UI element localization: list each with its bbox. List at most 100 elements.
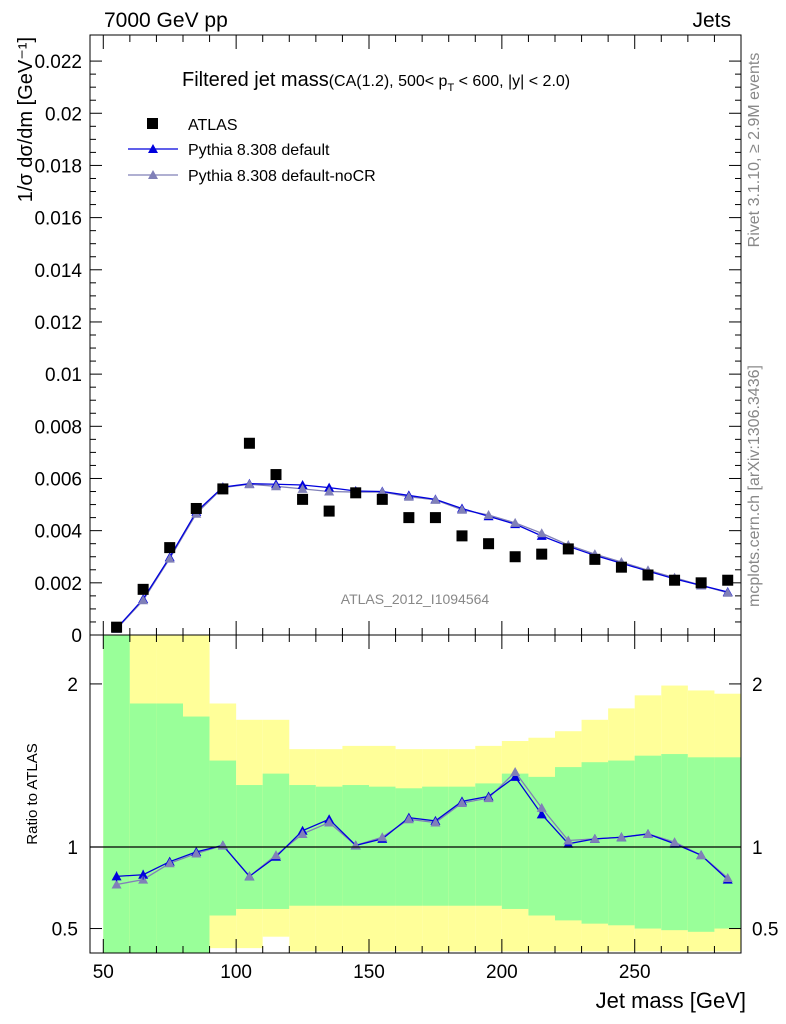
main-line-pythia-nocr <box>116 483 728 630</box>
ratio-y-tick-label-right: 0.5 <box>752 920 778 941</box>
main-marker-pythia-nocr <box>244 479 255 489</box>
main-marker-atlas <box>350 487 362 499</box>
ratio-marker-pythia-nocr <box>643 828 653 838</box>
ratio-band-inner <box>289 785 316 906</box>
ratio-uncertainty-bands <box>103 635 741 953</box>
ratio-band-inner <box>608 760 635 926</box>
main-marker-pythia-nocr <box>403 491 414 501</box>
main-y-tick-label: 0.016 <box>34 209 82 230</box>
x-tick-label: 250 <box>619 962 651 983</box>
ratio-band-inner <box>156 703 183 953</box>
title-cuts-sub: T <box>447 82 454 94</box>
main-y-tick-label: 0 <box>71 626 82 647</box>
main-marker-pythia-nocr <box>457 504 467 514</box>
main-y-tick-label: 0.018 <box>34 156 82 177</box>
x-axis-label: Jet mass [GeV] <box>596 988 746 1013</box>
main-marker-atlas <box>164 542 176 554</box>
main-marker-atlas <box>111 621 123 633</box>
ratio-band-gap <box>262 936 290 953</box>
main-marker-atlas <box>722 574 734 586</box>
ratio-marker-pythia-nocr <box>324 817 335 827</box>
main-y-tick-label: 0.012 <box>34 313 82 334</box>
ratio-band-inner <box>315 786 343 906</box>
main-marker-atlas <box>190 502 202 514</box>
legend-marker-pythia-nocr <box>148 170 158 179</box>
x-tick-label: 100 <box>220 962 252 983</box>
process-label: Jets <box>692 9 731 32</box>
main-marker-atlas <box>642 569 654 581</box>
ratio-marker-pythia-nocr <box>669 837 680 847</box>
ratio-marker-pythia-nocr <box>536 802 547 812</box>
main-marker-atlas <box>536 548 548 560</box>
legend-label-pythia-nocr: Pythia 8.308 default-noCR <box>188 168 376 185</box>
main-marker-pythia-nocr <box>377 487 388 497</box>
main-marker-atlas <box>243 437 255 449</box>
main-marker-atlas <box>509 551 521 563</box>
main-y-tick-label: 0.004 <box>34 522 82 543</box>
main-panel: 0 0.002 0.004 0.006 0.008 0.01 0.012 0.014 0.016… <box>15 34 742 647</box>
main-y-tick-label: 0.002 <box>34 574 82 595</box>
ratio-band-inner <box>687 757 715 932</box>
ratio-marker-pythia-nocr <box>271 850 281 860</box>
title-cuts-2: < 600, |y| < 2.0) <box>454 73 570 90</box>
main-marker-pythia-nocr <box>483 510 494 519</box>
ratio-marker-pythia-nocr <box>111 879 122 889</box>
legend-marker-atlas <box>147 118 158 129</box>
x-tick-label: 150 <box>353 962 385 983</box>
ratio-marker-pythia-nocr <box>483 793 494 803</box>
main-y-tick-label: 0.006 <box>34 469 82 490</box>
main-y-tick-label: 0.01 <box>45 365 82 386</box>
ratio-y-tick-label: 0.5 <box>52 920 78 941</box>
main-marker-pythia-nocr <box>138 595 149 605</box>
main-marker-atlas <box>695 577 707 589</box>
ratio-marker-pythia-nocr <box>191 848 202 858</box>
main-marker-pythia-nocr <box>510 517 521 527</box>
title-main: Filtered jet mass <box>182 69 329 91</box>
ratio-y-axis-label: Ratio to ATLAS <box>24 743 41 844</box>
ratio-band-inner <box>369 786 396 906</box>
ratio-panel: 0.5 0.51 12 250 100 150 200 250 Ratio to ATLAS … <box>24 634 778 1013</box>
ratio-axes: 0.5 0.51 12 250 100 150 200 250 <box>52 635 778 983</box>
ratio-band-inner <box>475 783 502 906</box>
main-marker-atlas <box>323 505 335 517</box>
rivet-version-label: Rivet 3.1.10, ≥ 2.9M events <box>746 53 763 248</box>
x-tick-label: 50 <box>93 962 114 983</box>
main-marker-atlas <box>429 512 441 524</box>
legend-label-pythia-default: Pythia 8.308 default <box>188 142 330 159</box>
main-marker-pythia-nocr <box>324 486 335 496</box>
ratio-marker-pythia-nocr <box>244 871 255 881</box>
main-axes: 0 0.002 0.004 0.006 0.008 0.01 0.012 0.014 0.016… <box>34 35 742 647</box>
ratio-band-inner <box>581 762 609 924</box>
main-marker-pythia-nocr <box>722 587 733 597</box>
legend-label-atlas: ATLAS <box>188 117 238 134</box>
ratio-marker-pythia-nocr <box>589 833 600 843</box>
title-cuts-1: (CA(1.2), 500< p <box>329 73 448 90</box>
ratio-marker-pythia-nocr <box>457 797 467 807</box>
main-marker-pythia-nocr <box>430 494 441 504</box>
energy-label: 7000 GeV pp <box>104 9 228 32</box>
main-marker-pythia-nocr <box>297 483 308 493</box>
ratio-marker-pythia-nocr <box>403 814 414 824</box>
main-y-axis-label: 1/σ dσ/dm [GeV⁻¹] <box>15 37 37 202</box>
main-marker-pythia-nocr <box>536 528 547 538</box>
ratio-band-inner <box>422 786 449 906</box>
main-plot-title: Filtered jet mass(CA(1.2), 500< pT < 600… <box>182 69 570 94</box>
analysis-watermark: ATLAS_2012_I1094564 <box>341 591 490 607</box>
main-marker-atlas <box>217 483 229 495</box>
main-marker-atlas <box>456 530 468 542</box>
ratio-band-inner <box>528 776 555 916</box>
ratio-marker-pythia-nocr <box>377 832 388 842</box>
ratio-y-tick-label: 1 <box>67 838 78 859</box>
ratio-band-inner <box>262 773 290 909</box>
ratio-marker-pythia-nocr <box>164 858 175 868</box>
x-tick-label: 200 <box>486 962 518 983</box>
ratio-y-tick-label-right: 1 <box>752 838 763 859</box>
legend: ATLAS Pythia 8.308 default Pythia 8.308 … <box>128 117 376 185</box>
ratio-frame <box>89 634 742 954</box>
ratio-band-inner <box>103 635 130 953</box>
main-y-tick-label: 0.014 <box>34 261 82 282</box>
legend-marker-pythia-default <box>148 144 158 153</box>
main-marker-atlas <box>376 493 388 505</box>
main-marker-atlas <box>270 469 282 481</box>
